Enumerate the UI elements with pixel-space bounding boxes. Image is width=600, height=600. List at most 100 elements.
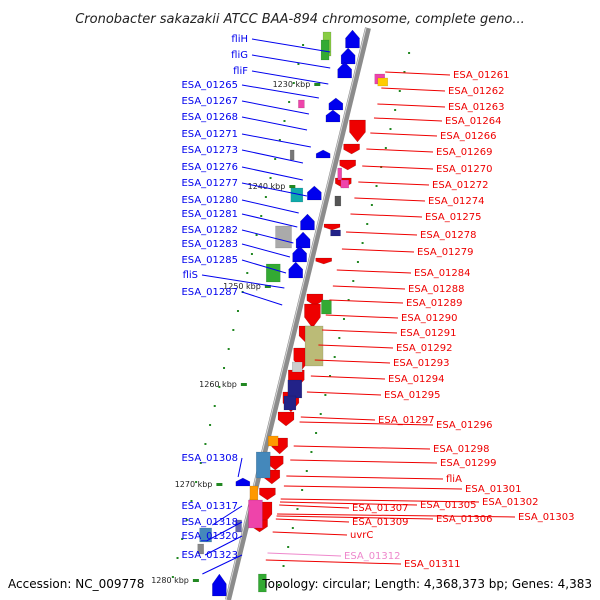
forward-gene-arrow[interactable] [288, 261, 303, 279]
reverse-gene-arrow[interactable] [339, 159, 356, 171]
right-gene-label[interactable]: ESA_01272 [432, 180, 489, 191]
left-gene-label[interactable]: fliH [231, 34, 248, 45]
left-gene-label[interactable]: ESA_01268 [181, 112, 238, 123]
left-gene-label[interactable]: ESA_01265 [181, 80, 238, 91]
left-gene-label[interactable]: ESA_01308 [181, 453, 238, 464]
right-gene-label[interactable]: ESA_01301 [465, 484, 522, 495]
annotation-block[interactable] [334, 195, 342, 207]
right-gene-label[interactable]: ESA_01291 [400, 328, 457, 339]
right-gene-label[interactable]: ESA_01299 [440, 458, 497, 469]
right-gene-label[interactable]: ESA_01279 [417, 247, 474, 258]
right-gene-label[interactable]: ESA_01289 [406, 298, 463, 309]
annotation-block[interactable] [255, 451, 271, 479]
left-gene-label[interactable]: ESA_01267 [181, 96, 238, 107]
annotation-block[interactable] [321, 299, 332, 315]
right-gene-label[interactable]: ESA_01297 [378, 415, 435, 426]
annotation-block[interactable] [258, 573, 267, 593]
left-gene-label[interactable]: ESA_01318 [181, 517, 238, 528]
forward-gene-arrow[interactable] [307, 185, 322, 201]
annotation-block[interactable] [199, 527, 212, 543]
left-gene-label[interactable]: ESA_01277 [181, 178, 238, 189]
annotation-block[interactable] [267, 435, 279, 447]
annotation-block[interactable] [330, 229, 341, 237]
right-gene-label[interactable]: ESA_01274 [428, 196, 485, 207]
right-gene-label[interactable]: ESA_01309 [352, 517, 409, 528]
left-gene-label[interactable]: ESA_01317 [181, 501, 238, 512]
left-gene-label[interactable]: ESA_01276 [181, 162, 238, 173]
left-gene-label[interactable]: ESA_01271 [181, 129, 238, 140]
left-gene-label[interactable]: ESA_01283 [181, 239, 238, 250]
right-gene-label[interactable]: uvrC [350, 530, 373, 541]
annotation-block[interactable] [248, 499, 263, 529]
forward-gene-arrow[interactable] [325, 109, 341, 123]
annotation-block[interactable] [265, 263, 281, 283]
annotation-block[interactable] [197, 543, 204, 555]
annotation-block[interactable] [283, 395, 297, 411]
reverse-gene-arrow[interactable] [343, 143, 360, 155]
annotation-block[interactable] [304, 325, 324, 367]
right-gene-label[interactable]: ESA_01306 [436, 514, 493, 525]
forward-gene-arrow[interactable] [292, 245, 307, 263]
right-gene-label[interactable]: ESA_01270 [436, 164, 493, 175]
annotation-block[interactable] [235, 519, 242, 533]
reverse-gene-arrow[interactable] [259, 487, 276, 501]
left-gene-label[interactable]: ESA_01323 [181, 550, 238, 561]
left-gene-label[interactable]: fliG [231, 50, 248, 61]
annotation-block[interactable] [377, 77, 389, 87]
annotation-block[interactable] [337, 167, 342, 181]
right-gene-label[interactable]: ESA_01295 [384, 390, 441, 401]
right-gene-label[interactable]: ESA_01294 [388, 374, 445, 385]
right-gene-label[interactable]: ESA_01303 [518, 512, 575, 523]
forward-gene-arrow[interactable] [328, 97, 344, 111]
right-gene-label[interactable]: ESA_01307 [352, 503, 409, 514]
left-gene-label[interactable]: fliS [183, 270, 198, 281]
reverse-gene-arrow[interactable] [349, 119, 366, 143]
left-gene-label[interactable]: ESA_01287 [181, 287, 238, 298]
forward-gene-arrow[interactable] [337, 61, 352, 79]
left-gene-label[interactable]: ESA_01273 [181, 145, 238, 156]
left-gene-label[interactable]: fliF [233, 66, 248, 77]
right-gene-label[interactable]: ESA_01292 [396, 343, 453, 354]
left-gene-label[interactable]: ESA_01320 [181, 531, 238, 542]
right-gene-label[interactable]: ESA_01262 [448, 86, 505, 97]
annotation-block[interactable] [320, 39, 330, 61]
forward-gene-arrow[interactable] [300, 213, 315, 231]
left-gene-label[interactable]: ESA_01285 [181, 255, 238, 266]
left-gene-label[interactable]: ESA_01281 [181, 209, 238, 220]
annotation-block[interactable] [275, 225, 292, 249]
right-gene-label[interactable]: fliA [446, 474, 462, 485]
right-gene-label[interactable]: ESA_01269 [436, 147, 493, 158]
left-gene-label[interactable]: ESA_01282 [181, 225, 238, 236]
reverse-gene-arrow[interactable] [306, 293, 324, 307]
annotation-block[interactable] [287, 379, 303, 399]
forward-gene-arrow[interactable] [315, 149, 331, 159]
reverse-gene-arrow[interactable] [304, 303, 321, 329]
forward-gene-arrow[interactable] [340, 47, 356, 65]
right-gene-label[interactable]: ESA_01290 [401, 313, 458, 324]
reverse-gene-arrow[interactable] [323, 223, 341, 231]
reverse-gene-arrow[interactable] [277, 411, 295, 427]
right-gene-label[interactable]: ESA_01302 [482, 497, 539, 508]
right-gene-label[interactable]: ESA_01261 [453, 70, 510, 81]
right-gene-label[interactable]: ESA_01293 [393, 358, 450, 369]
annotation-block[interactable] [340, 179, 350, 189]
forward-gene-arrow[interactable] [235, 477, 251, 487]
right-gene-label[interactable]: ESA_01296 [436, 420, 493, 431]
right-gene-label[interactable]: ESA_01266 [440, 131, 497, 142]
right-gene-label[interactable]: ESA_01278 [420, 230, 477, 241]
right-gene-label[interactable]: ESA_01284 [414, 268, 471, 279]
annotation-block[interactable] [292, 361, 303, 373]
right-gene-label[interactable]: ESA_01298 [433, 444, 490, 455]
annotation-block[interactable] [298, 99, 305, 109]
left-gene-label[interactable]: ESA_01280 [181, 195, 238, 206]
forward-gene-arrow[interactable] [295, 231, 311, 249]
annotation-block[interactable] [289, 149, 295, 161]
forward-gene-arrow[interactable] [345, 29, 360, 49]
annotation-block[interactable] [249, 485, 259, 501]
right-gene-label[interactable]: ESA_01305 [420, 500, 477, 511]
forward-gene-arrow[interactable] [212, 573, 227, 597]
reverse-gene-arrow[interactable] [315, 257, 332, 265]
right-gene-label[interactable]: ESA_01311 [404, 559, 461, 570]
right-gene-label[interactable]: ESA_01288 [408, 284, 465, 295]
